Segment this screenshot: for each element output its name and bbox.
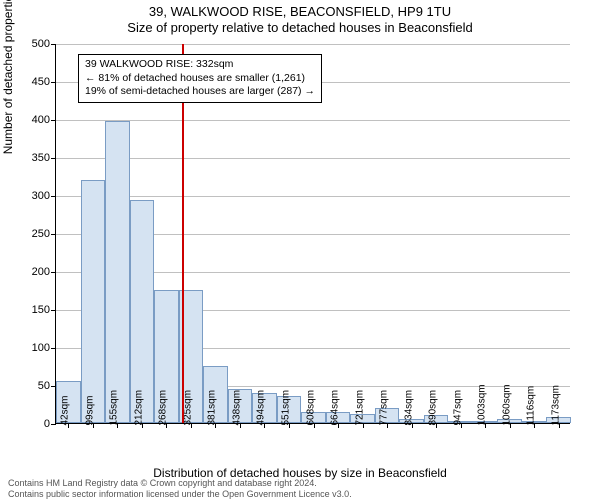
y-axis-title: Number of detached properties bbox=[1, 0, 15, 154]
footer-line2: Contains public sector information licen… bbox=[8, 489, 352, 499]
y-tick bbox=[51, 44, 56, 45]
gridline bbox=[56, 158, 570, 159]
y-tick bbox=[51, 120, 56, 121]
gridline bbox=[56, 44, 570, 45]
y-tick-label: 200 bbox=[20, 266, 50, 278]
annotation-line: ← 81% of detached houses are smaller (1,… bbox=[85, 72, 315, 86]
y-tick-label: 300 bbox=[20, 190, 50, 202]
y-tick bbox=[51, 158, 56, 159]
histogram-bar bbox=[105, 121, 130, 423]
y-tick-label: 450 bbox=[20, 76, 50, 88]
y-tick-label: 250 bbox=[20, 228, 50, 240]
y-tick-label: 0 bbox=[20, 418, 50, 430]
footer-attribution: Contains HM Land Registry data © Crown c… bbox=[8, 478, 352, 499]
y-tick bbox=[51, 82, 56, 83]
gridline bbox=[56, 120, 570, 121]
histogram-chart: 42sqm99sqm155sqm212sqm268sqm325sqm381sqm… bbox=[55, 44, 570, 424]
page-title-subtitle: Size of property relative to detached ho… bbox=[0, 20, 600, 35]
y-tick bbox=[51, 424, 56, 425]
y-tick-label: 50 bbox=[20, 380, 50, 392]
annotation-line: 19% of semi-detached houses are larger (… bbox=[85, 85, 315, 99]
footer-line1: Contains HM Land Registry data © Crown c… bbox=[8, 478, 352, 488]
y-tick-label: 100 bbox=[20, 342, 50, 354]
y-tick bbox=[51, 272, 56, 273]
page-title-address: 39, WALKWOOD RISE, BEACONSFIELD, HP9 1TU bbox=[0, 4, 600, 19]
y-tick bbox=[51, 234, 56, 235]
y-tick-label: 150 bbox=[20, 304, 50, 316]
annotation-line: 39 WALKWOOD RISE: 332sqm bbox=[85, 58, 315, 72]
y-tick-label: 400 bbox=[20, 114, 50, 126]
gridline bbox=[56, 196, 570, 197]
y-tick bbox=[51, 196, 56, 197]
y-tick bbox=[51, 348, 56, 349]
annotation-box: 39 WALKWOOD RISE: 332sqm← 81% of detache… bbox=[78, 54, 322, 103]
y-tick-label: 500 bbox=[20, 38, 50, 50]
y-tick-label: 350 bbox=[20, 152, 50, 164]
histogram-bar bbox=[81, 180, 106, 423]
y-tick bbox=[51, 310, 56, 311]
